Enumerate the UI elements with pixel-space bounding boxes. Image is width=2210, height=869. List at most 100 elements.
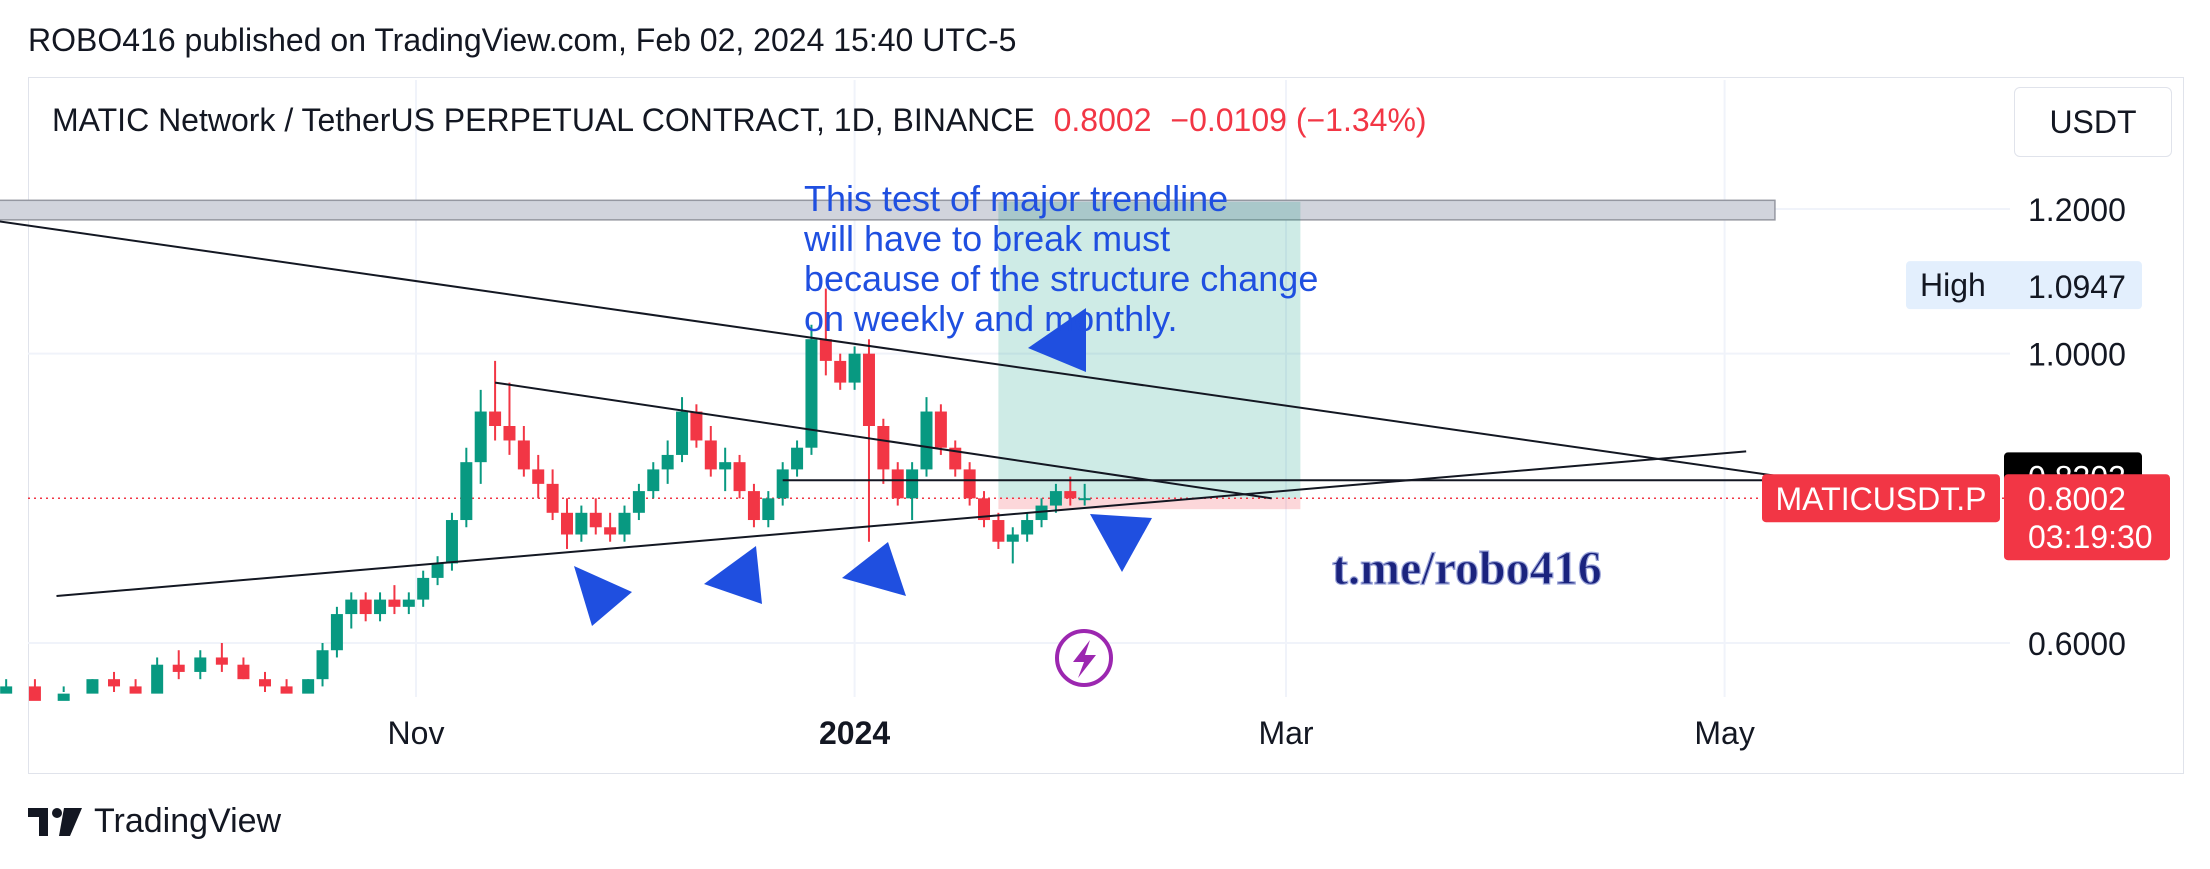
- candle-body: [719, 462, 732, 470]
- candle-body: [0, 686, 13, 694]
- candle: [704, 426, 717, 477]
- candle-body: [445, 520, 458, 564]
- candle: [791, 440, 804, 477]
- upper-trendline: [0, 220, 1833, 485]
- symbol-legend[interactable]: MATIC Network / TetherUS PERPETUAL CONTR…: [52, 102, 1427, 139]
- last-price: 0.8002: [1053, 102, 1152, 138]
- candle: [676, 397, 689, 463]
- triangle-top-line: [494, 381, 1272, 500]
- candle: [1078, 483, 1091, 506]
- candle-body: [949, 447, 962, 470]
- candle-body: [417, 577, 430, 600]
- candle: [949, 440, 962, 477]
- candle: [503, 382, 516, 455]
- candle-body: [791, 447, 804, 470]
- candle: [259, 671, 272, 692]
- price-change: −0.0109 (−1.34%): [1170, 102, 1427, 138]
- trend-annotation: This test of major trendline will have to…: [803, 178, 1318, 339]
- publisher-line: ROBO416 published on TradingView.com, Fe…: [28, 22, 1017, 58]
- drawing-zones: [0, 199, 2010, 510]
- candle-body: [805, 339, 818, 448]
- tradingview-logo[interactable]: TradingView: [28, 802, 281, 841]
- x-tick-label: May: [1694, 715, 1754, 751]
- candle-body: [978, 498, 991, 521]
- candle: [1035, 498, 1048, 528]
- candle-body: [57, 693, 70, 701]
- candle-body: [28, 686, 41, 701]
- candle: [86, 679, 99, 694]
- candle-body: [503, 426, 516, 441]
- candle-body: [776, 469, 789, 499]
- candle-body: [532, 469, 545, 484]
- candle: [489, 360, 502, 441]
- candle-body: [618, 512, 631, 535]
- candle-body: [1021, 520, 1034, 535]
- high-label-value: 1.0947: [2028, 269, 2126, 305]
- candle-body: [302, 679, 315, 694]
- candle-body: [733, 462, 746, 492]
- last-price-box: [2004, 474, 2170, 561]
- high-label-text: High: [1920, 267, 1986, 303]
- candle: [690, 404, 703, 448]
- candle: [1006, 527, 1019, 564]
- candle: [151, 657, 164, 694]
- candle: [891, 462, 904, 506]
- annotation-line: because of the structure change: [804, 258, 1318, 299]
- tradingview-wordmark: TradingView: [94, 802, 282, 840]
- candle-body: [862, 353, 875, 426]
- candle-body: [215, 657, 228, 665]
- arrow-down-2: [1090, 514, 1152, 572]
- candle-body: [690, 411, 703, 441]
- candle-body: [517, 440, 530, 470]
- candle: [762, 491, 775, 528]
- candle: [733, 454, 746, 499]
- candle-body: [108, 679, 121, 687]
- candle: [719, 447, 732, 492]
- candle-body: [589, 512, 602, 528]
- candle-body: [1049, 491, 1062, 506]
- long-position-stop: [998, 498, 1301, 510]
- lower-trendline: [56, 450, 1747, 597]
- candle-body: [316, 650, 329, 680]
- candle-body: [934, 411, 947, 448]
- bolt-icon[interactable]: [1055, 629, 1113, 687]
- candle: [877, 418, 890, 484]
- candle-body: [1006, 534, 1019, 542]
- candle-body: [280, 686, 293, 694]
- candle: [920, 397, 933, 477]
- candle: [431, 556, 444, 586]
- chart-frame: [28, 77, 2184, 774]
- currency-button[interactable]: USDT: [2014, 87, 2172, 157]
- candle: [632, 483, 645, 521]
- candle: [316, 643, 329, 687]
- y-tick-label: 1.0000: [2028, 337, 2126, 373]
- trendlines: [0, 220, 1833, 597]
- candle: [589, 498, 602, 535]
- candle-body: [1035, 505, 1048, 521]
- arrow-up-1: [574, 566, 632, 626]
- candle-body: [359, 599, 372, 615]
- candle-body: [194, 657, 207, 672]
- candle: [1021, 512, 1034, 542]
- candle-body: [151, 664, 164, 694]
- candle: [359, 592, 372, 622]
- candle: [618, 505, 631, 542]
- candle-body: [632, 491, 645, 513]
- candle: [172, 650, 185, 680]
- candle-body: [906, 469, 919, 499]
- candle-body: [129, 686, 142, 694]
- candle: [237, 657, 250, 680]
- candle: [819, 288, 832, 376]
- candle-body: [604, 527, 617, 535]
- x-tick-label: 2024: [819, 715, 890, 751]
- bar-countdown: 03:19:30: [2028, 519, 2153, 555]
- candle: [445, 512, 458, 571]
- candle: [604, 512, 617, 542]
- candle-body: [819, 339, 832, 361]
- arrow-up-2: [704, 546, 762, 604]
- price-labels: High1.09470.8303MATICUSDT.P0.800203:19:3…: [1762, 261, 2170, 561]
- supply-zone: [0, 199, 1776, 221]
- chart-texts: This test of major trendline will have to…: [803, 178, 1602, 596]
- candle: [417, 570, 430, 607]
